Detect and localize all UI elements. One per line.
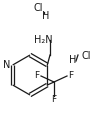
Text: N: N <box>3 60 10 70</box>
Text: Cl: Cl <box>33 3 43 13</box>
Text: F: F <box>68 72 74 80</box>
Text: Cl: Cl <box>81 51 91 61</box>
Text: H₂N: H₂N <box>34 35 52 45</box>
Text: F: F <box>51 95 57 105</box>
Text: H: H <box>42 11 50 21</box>
Text: H: H <box>69 55 77 65</box>
Text: F: F <box>34 72 40 80</box>
